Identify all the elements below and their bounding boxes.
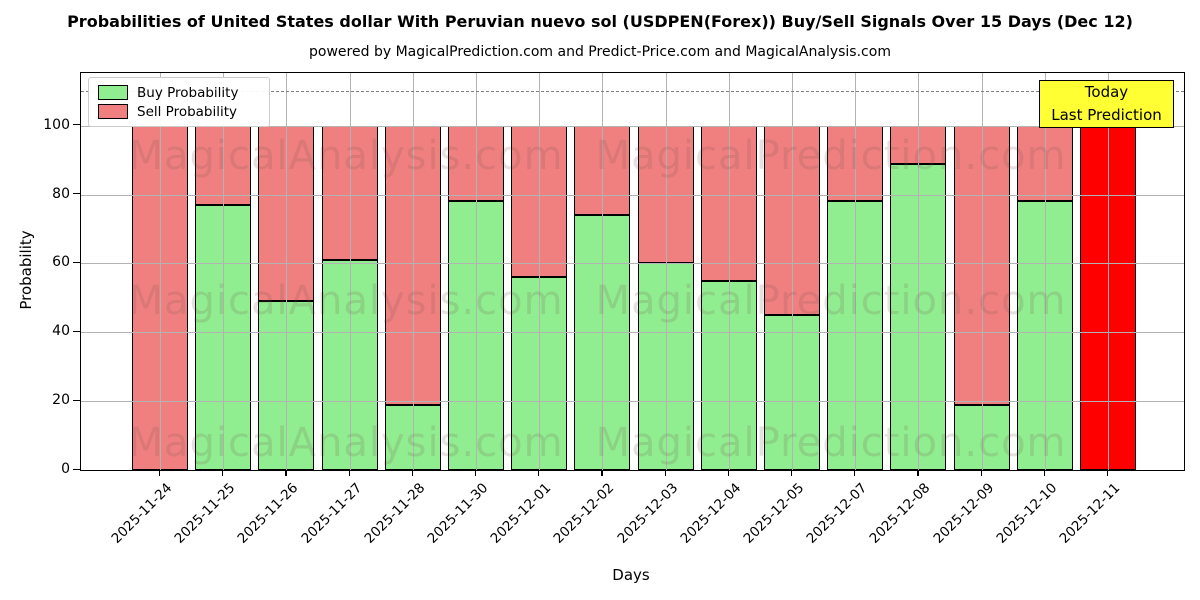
bar-buy-segment xyxy=(448,201,504,470)
x-tick-mark xyxy=(1043,470,1045,476)
x-tick-mark xyxy=(727,470,729,476)
bar-buy-segment xyxy=(890,163,947,470)
y-tick-mark xyxy=(73,468,80,470)
y-tick-label: 100 xyxy=(43,116,70,133)
buy-color-swatch xyxy=(98,85,128,100)
bar-buy-segment xyxy=(827,201,884,470)
x-tick-mark xyxy=(791,470,793,476)
x-tick-mark xyxy=(664,470,666,476)
bar-today-segment xyxy=(1080,125,1136,470)
x-tick-label: 2025-12-10 xyxy=(993,480,1061,547)
bar-sell-segment xyxy=(953,125,1010,405)
bar-buy-segment xyxy=(764,315,820,470)
x-tick-label: 2025-11-28 xyxy=(361,480,429,547)
bar-buy-segment xyxy=(574,215,631,470)
bar-sell-segment xyxy=(700,125,757,281)
bar-sell-segment xyxy=(764,125,820,316)
today-annotation: Today Last Prediction xyxy=(1039,80,1174,128)
chart-subtitle: powered by MagicalPrediction.com and Pre… xyxy=(309,44,891,60)
x-tick-mark xyxy=(475,470,477,476)
legend: Buy Probability Sell Probability xyxy=(88,77,270,127)
x-tick-label: 2025-12-03 xyxy=(614,480,681,547)
x-tick-mark xyxy=(1107,470,1109,476)
bar-sell-segment xyxy=(637,125,694,264)
x-tick-label: 2025-12-07 xyxy=(803,480,871,547)
x-tick-mark xyxy=(538,470,540,476)
legend-item-sell: Sell Probability xyxy=(98,102,260,121)
x-tick-label: 2025-12-11 xyxy=(1056,480,1124,547)
x-tick-mark xyxy=(159,470,161,476)
bar-sell-segment xyxy=(132,125,188,470)
x-tick-label: 2025-11-30 xyxy=(424,480,492,547)
y-tick-label: 60 xyxy=(52,254,70,271)
x-tick-label: 2025-11-25 xyxy=(171,480,239,547)
x-tick-mark xyxy=(285,470,287,476)
x-tick-label: 2025-11-27 xyxy=(298,480,365,547)
bar-sell-segment xyxy=(574,125,631,216)
bar-buy-segment xyxy=(321,259,378,470)
y-tick-mark xyxy=(73,399,80,401)
bar-buy-segment xyxy=(384,404,441,470)
x-tick-mark xyxy=(854,470,856,476)
y-tick-mark xyxy=(73,330,80,332)
bar-sell-segment xyxy=(384,125,441,405)
y-tick-label: 80 xyxy=(52,185,70,202)
bar-buy-segment xyxy=(511,277,568,470)
today-annotation-line2: Last Prediction xyxy=(1051,106,1162,124)
bar-buy-segment xyxy=(637,263,694,470)
bar-buy-segment xyxy=(195,204,252,470)
bar-buy-segment xyxy=(700,280,757,470)
x-tick-label: 2025-12-01 xyxy=(487,480,555,547)
bar-sell-segment xyxy=(827,125,884,202)
x-tick-label: 2025-12-08 xyxy=(866,480,934,547)
bar-sell-segment xyxy=(448,125,504,202)
x-tick-mark xyxy=(348,470,350,476)
x-tick-label: 2025-12-04 xyxy=(677,480,745,547)
x-tick-label: 2025-12-09 xyxy=(930,480,997,547)
plot-area: MagicalAnalysis.comMagicalPrediction.com… xyxy=(80,72,1185,471)
bar-sell-segment xyxy=(1016,125,1073,202)
x-tick-mark xyxy=(411,470,413,476)
y-tick-label: 40 xyxy=(52,323,70,340)
x-tick-label: 2025-12-05 xyxy=(740,480,808,547)
x-tick-mark xyxy=(917,470,919,476)
y-tick-label: 20 xyxy=(52,392,70,409)
x-tick-mark xyxy=(222,470,224,476)
x-axis-label: Days xyxy=(612,566,650,584)
bar-sell-segment xyxy=(321,125,378,260)
bar-sell-segment xyxy=(511,125,568,278)
bar-sell-segment xyxy=(890,125,947,164)
y-tick-mark xyxy=(73,261,80,264)
today-annotation-line1: Today xyxy=(1084,83,1129,101)
chart-title: Probabilities of United States dollar Wi… xyxy=(67,12,1133,31)
legend-label-buy: Buy Probability xyxy=(137,84,239,101)
bar-sell-segment xyxy=(258,125,315,302)
bar-buy-segment xyxy=(953,404,1010,470)
x-tick-label: 2025-12-02 xyxy=(550,480,618,547)
x-tick-mark xyxy=(980,470,982,476)
dashed-guideline xyxy=(81,91,1184,93)
legend-label-sell: Sell Probability xyxy=(137,103,238,120)
sell-color-swatch xyxy=(98,104,128,119)
bar-buy-segment xyxy=(258,301,315,470)
bar-buy-segment xyxy=(1016,201,1073,470)
y-tick-mark xyxy=(73,193,80,195)
bar-sell-segment xyxy=(195,125,252,205)
y-tick-label: 0 xyxy=(61,461,70,477)
x-tick-label: 2025-11-26 xyxy=(234,480,302,547)
x-tick-label: 2025-11-24 xyxy=(108,480,176,547)
y-tick-mark xyxy=(73,124,80,126)
x-tick-mark xyxy=(601,470,603,476)
legend-item-buy: Buy Probability xyxy=(98,83,260,102)
